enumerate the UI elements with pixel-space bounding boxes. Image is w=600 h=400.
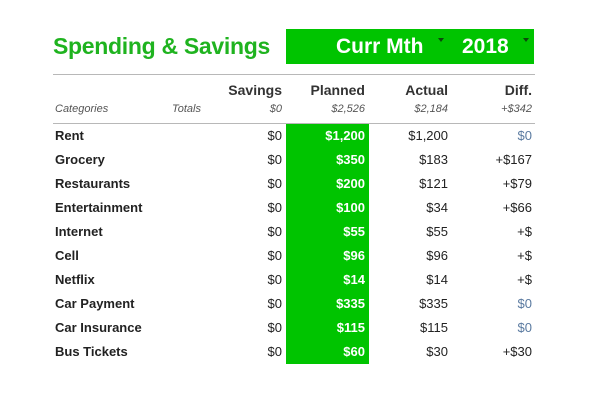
category-name: Rent [55,128,84,143]
category-name: Netflix [55,272,95,287]
diff-cell: +$ [517,248,532,263]
total-diff: +$342 [501,103,532,115]
diff-cell: +$79 [502,176,532,191]
category-name: Restaurants [55,176,131,191]
planned-cell[interactable]: $14 [343,272,365,287]
actual-cell: $115 [420,320,448,335]
planned-column-highlight [286,124,369,364]
planned-cell[interactable]: $96 [343,248,365,263]
subheader-totals: Totals [172,103,201,115]
category-name: Cell [55,248,79,263]
diff-cell: +$ [517,272,532,287]
category-name: Car Payment [55,296,135,311]
savings-cell: $0 [267,176,282,191]
savings-cell: $0 [267,152,282,167]
month-dropdown[interactable]: Curr Mth [336,35,424,58]
total-savings: $0 [269,103,282,115]
actual-cell: $14 [426,272,448,287]
savings-cell: $0 [267,344,282,359]
savings-cell: $0 [267,272,282,287]
planned-cell[interactable]: $115 [336,320,365,335]
planned-cell[interactable]: $1,200 [325,128,365,143]
header-diff: Diff. [504,82,532,98]
actual-cell: $335 [419,296,448,311]
year-dropdown[interactable]: 2018 [462,35,509,58]
category-name: Internet [55,224,103,239]
table-row: Entertainment $0 $100 $34 +$66 [0,196,600,220]
period-selector-bar: Curr Mth 2018 [286,29,534,64]
category-name: Bus Tickets [55,344,128,359]
savings-cell: $0 [267,128,282,143]
total-actual: $2,184 [414,103,448,115]
table-row: Internet $0 $55 $55 +$ [0,220,600,244]
table-row: Car Insurance $0 $115 $115 $0 [0,316,600,340]
planned-cell[interactable]: $200 [336,176,365,191]
total-planned: $2,526 [331,103,365,115]
page-title: Spending & Savings [53,33,270,59]
category-name: Car Insurance [55,320,142,335]
subheader-categories: Categories [55,103,109,115]
year-dropdown-caret-icon[interactable] [523,38,529,42]
actual-cell: $1,200 [408,128,448,143]
category-name: Grocery [55,152,105,167]
planned-cell[interactable]: $60 [343,344,365,359]
savings-cell: $0 [267,224,282,239]
header-actual: Actual [405,82,448,98]
category-name: Entertainment [55,200,143,215]
savings-cell: $0 [267,248,282,263]
actual-cell: $34 [426,200,448,215]
diff-cell: +$167 [495,152,532,167]
top-divider [53,74,535,75]
table-row: Restaurants $0 $200 $121 +$79 [0,172,600,196]
planned-cell[interactable]: $350 [336,152,365,167]
diff-cell: +$30 [502,344,532,359]
diff-cell: $0 [517,320,532,335]
month-dropdown-caret-icon[interactable] [438,38,444,42]
savings-cell: $0 [267,296,282,311]
header-divider [53,123,535,124]
actual-cell: $30 [426,344,448,359]
planned-cell[interactable]: $335 [336,296,365,311]
planned-cell[interactable]: $100 [336,200,365,215]
planned-cell[interactable]: $55 [343,224,365,239]
savings-cell: $0 [267,200,282,215]
actual-cell: $96 [426,248,448,263]
table-row: Grocery $0 $350 $183 +$167 [0,148,600,172]
diff-cell: +$ [517,224,532,239]
actual-cell: $55 [426,224,448,239]
diff-cell: +$66 [502,200,532,215]
header-planned: Planned [310,82,365,98]
table-row: Netflix $0 $14 $14 +$ [0,268,600,292]
table-row: Cell $0 $96 $96 +$ [0,244,600,268]
savings-cell: $0 [267,320,282,335]
actual-cell: $183 [419,152,448,167]
table-row: Rent $0 $1,200 $1,200 $0 [0,124,600,148]
actual-cell: $121 [419,176,448,191]
diff-cell: $0 [517,128,532,143]
table-row: Bus Tickets $0 $60 $30 +$30 [0,340,600,364]
diff-cell: $0 [517,296,532,311]
table-row: Car Payment $0 $335 $335 $0 [0,292,600,316]
header-savings: Savings [228,82,282,98]
